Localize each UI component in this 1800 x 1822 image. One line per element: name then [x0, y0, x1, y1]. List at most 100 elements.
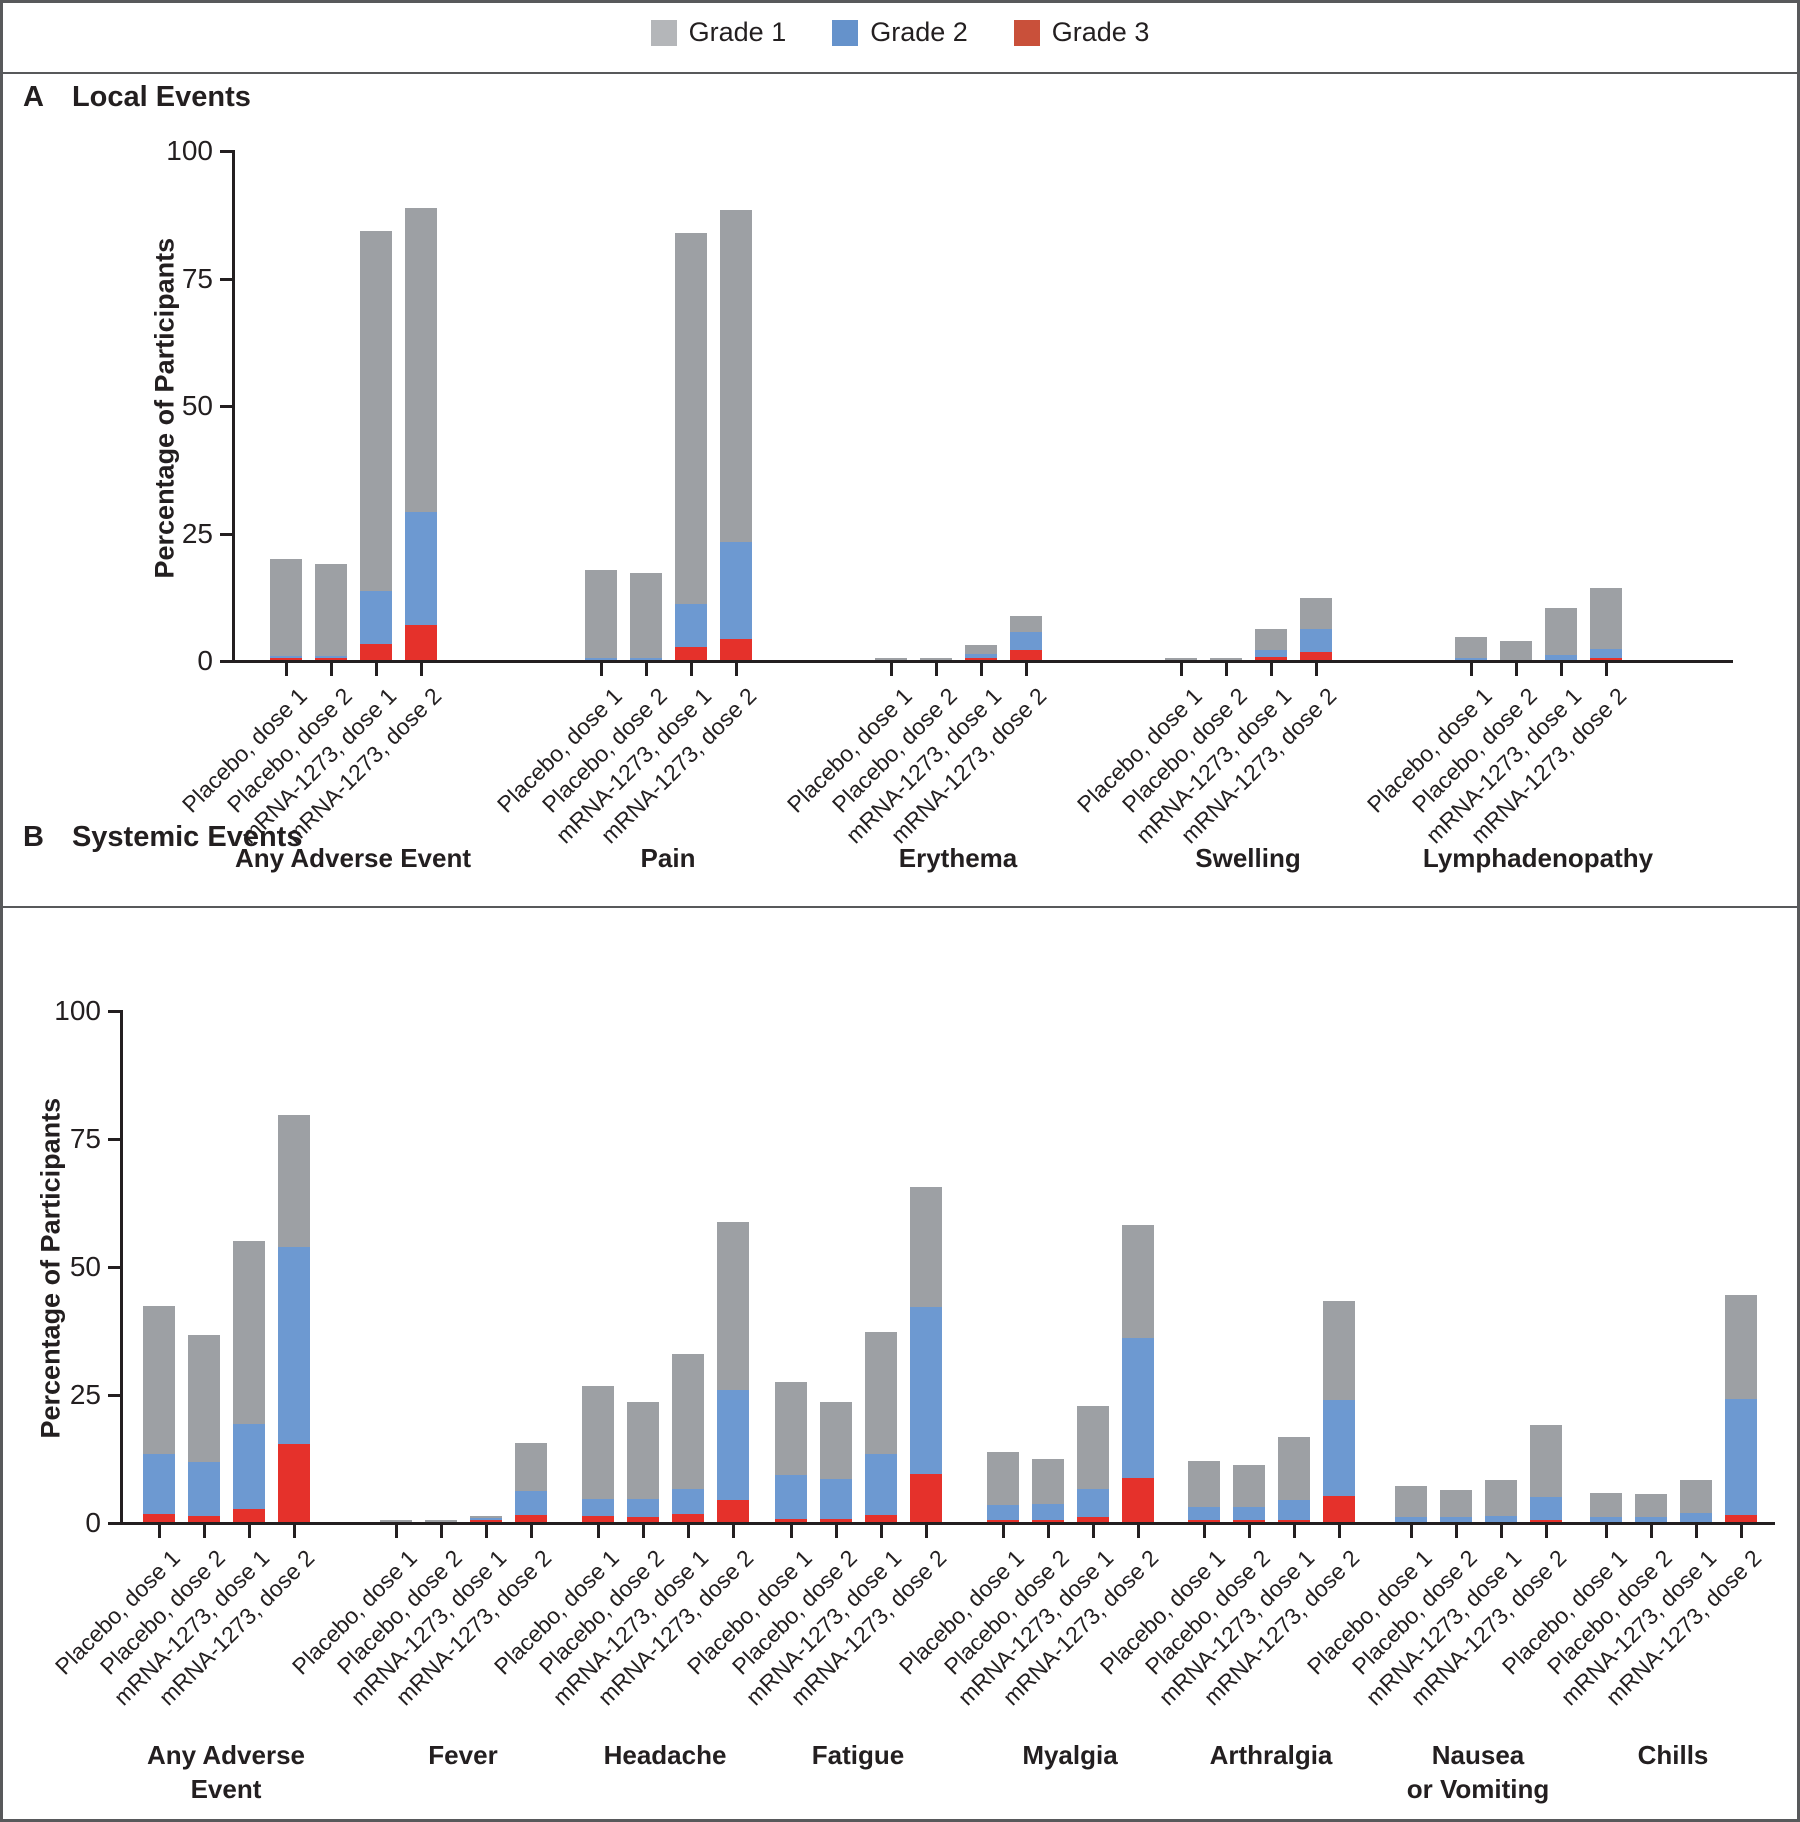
bar-segment-grade1 [1589, 1492, 1622, 1518]
x-tick [1514, 663, 1518, 676]
y-tick-label: 50 [181, 390, 213, 421]
bar-segment-grade1 [1679, 1479, 1712, 1513]
group-label: Any Adverse Event [234, 843, 472, 873]
bar-segment-grade2 [269, 655, 302, 658]
bar-segment-grade2 [1254, 649, 1287, 658]
bar-segment-grade1 [819, 1402, 852, 1479]
bar-segment-grade3 [1589, 657, 1622, 660]
bar-segment-grade1 [626, 1402, 659, 1499]
bar-segment-grade3 [964, 658, 997, 660]
x-tick [1269, 663, 1273, 676]
bar-segment-grade2 [626, 1498, 659, 1517]
bar-segment-grade2 [142, 1454, 175, 1515]
bar-segment-grade1 [1394, 1486, 1427, 1518]
group-label: Nausea or Vomiting [1406, 1740, 1550, 1804]
bar-segment-grade1 [1529, 1425, 1562, 1498]
bar-segment-grade1 [581, 1385, 614, 1499]
x-tick [157, 1525, 161, 1538]
grade2-swatch-icon [832, 19, 859, 46]
bar-segment-grade1 [1164, 657, 1197, 660]
bar-segment-grade3 [1187, 1520, 1220, 1522]
y-tick-label: 75 [69, 1123, 101, 1154]
bar-segment-grade3 [1529, 1520, 1562, 1522]
bar-segment-grade1 [964, 644, 997, 654]
x-tick [1024, 663, 1028, 676]
bar-segment-grade2 [1299, 629, 1332, 652]
x-tick [889, 663, 893, 676]
legend-label: Grade 3 [1051, 17, 1150, 47]
bar-segment-grade1 [359, 230, 392, 592]
bar-segment-grade2 [314, 655, 347, 658]
bar-segment-grade1 [629, 573, 662, 658]
y-tick [108, 1138, 120, 1141]
bar-segment-grade1 [1544, 607, 1577, 655]
bar-segment-grade2 [1277, 1500, 1310, 1520]
panel-a-title: A Local Events [23, 81, 251, 114]
legend: Grade 1 Grade 2 Grade 3 [3, 17, 1797, 48]
bar-segment-grade2 [359, 591, 392, 644]
bar-segment-grade2 [469, 1518, 502, 1520]
bar-segment-grade3 [232, 1508, 265, 1522]
x-tick [789, 1525, 793, 1538]
bar-segment-grade1 [1322, 1300, 1355, 1401]
bar-segment-grade3 [1232, 1520, 1265, 1522]
bar-segment-grade2 [1322, 1400, 1355, 1497]
bar-segment-grade1 [919, 657, 952, 660]
legend-item-grade1: Grade 1 [650, 17, 787, 48]
bar-segment-grade3 [864, 1514, 897, 1522]
x-tick [1544, 1525, 1548, 1538]
bar-segment-grade1 [716, 1221, 749, 1391]
group-label: Swelling [1195, 843, 1301, 873]
legend-label: Grade 1 [688, 17, 787, 47]
group-label: Arthralgia [1209, 1740, 1333, 1770]
bar-segment-grade3 [1724, 1515, 1757, 1522]
bar-segment-grade2 [1484, 1516, 1517, 1522]
bar-segment-grade3 [819, 1519, 852, 1522]
bar-segment-grade2 [1634, 1517, 1667, 1522]
x-tick [292, 1525, 296, 1538]
bar-segment-grade1 [1121, 1224, 1154, 1338]
x-tick [1224, 663, 1228, 676]
y-tick-label: 0 [85, 1507, 101, 1538]
grade3-swatch-icon [1013, 19, 1040, 46]
group-label: Lymphadenopathy [1422, 843, 1654, 873]
bar-segment-grade2 [629, 657, 662, 660]
bar-segment-grade1 [1724, 1295, 1757, 1399]
x-tick [1454, 1525, 1458, 1538]
bar-segment-grade2 [986, 1505, 1019, 1520]
bar-segment-grade3 [1009, 650, 1042, 660]
bar-segment-grade1 [864, 1331, 897, 1454]
bar-segment-grade1 [986, 1452, 1019, 1506]
x-tick [1604, 1525, 1608, 1538]
x-tick [879, 1525, 883, 1538]
bar-segment-grade1 [1589, 587, 1622, 649]
bar-segment-grade2 [514, 1490, 547, 1515]
x-axis-line [120, 1522, 1775, 1525]
x-tick [1314, 663, 1318, 676]
bar-segment-grade1 [671, 1354, 704, 1489]
panel-letter: B [23, 821, 44, 853]
x-tick [1136, 1525, 1140, 1538]
bar-segment-grade2 [1529, 1497, 1562, 1520]
bar-segment-grade1 [1187, 1461, 1220, 1507]
bar-segment-grade2 [1544, 654, 1577, 660]
group-label: Chills [1637, 1740, 1709, 1770]
bar-segment-grade2 [581, 1498, 614, 1517]
x-tick [1409, 1525, 1413, 1538]
x-tick [394, 1525, 398, 1538]
y-axis-line [120, 1010, 123, 1525]
y-tick-label: 0 [197, 645, 213, 676]
bar-segment-grade1 [269, 559, 302, 656]
bar-segment-grade2 [1724, 1398, 1757, 1516]
legend-divider-line [3, 72, 1797, 74]
x-tick [834, 1525, 838, 1538]
x-tick [329, 663, 333, 676]
y-tick [220, 532, 232, 536]
x-tick [1046, 1525, 1050, 1538]
bar-segment-grade1 [1009, 616, 1042, 632]
x-tick [202, 1525, 206, 1538]
y-tick [220, 150, 232, 153]
bar-segment-grade2 [1121, 1337, 1154, 1478]
y-tick-label: 100 [166, 135, 213, 166]
bar-segment-grade2 [1009, 631, 1042, 651]
